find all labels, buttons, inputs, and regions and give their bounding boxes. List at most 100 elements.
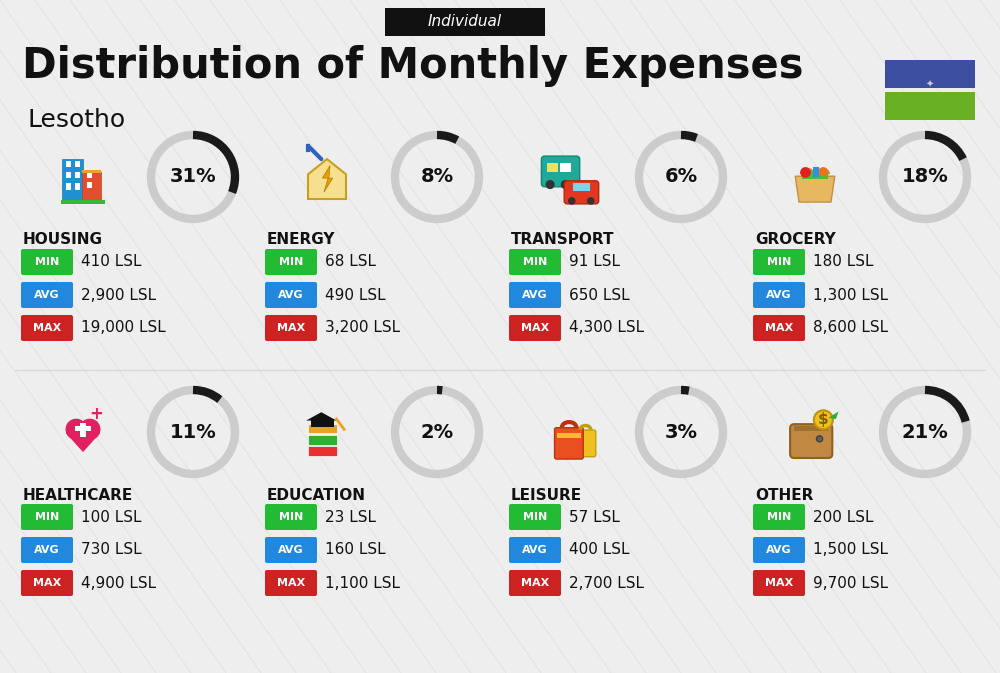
Text: MAX: MAX (277, 323, 305, 333)
Text: Individual: Individual (428, 15, 502, 30)
Text: 23 LSL: 23 LSL (325, 509, 376, 524)
Text: MIN: MIN (523, 512, 547, 522)
Text: AVG: AVG (766, 290, 792, 300)
FancyBboxPatch shape (265, 537, 317, 563)
Text: MAX: MAX (277, 578, 305, 588)
Circle shape (814, 411, 833, 429)
Text: MIN: MIN (279, 257, 303, 267)
Circle shape (817, 435, 823, 442)
FancyBboxPatch shape (61, 200, 105, 203)
FancyBboxPatch shape (794, 425, 828, 431)
Text: MIN: MIN (279, 512, 303, 522)
Text: ✦: ✦ (926, 80, 934, 90)
Text: 490 LSL: 490 LSL (325, 287, 386, 302)
FancyBboxPatch shape (75, 426, 91, 431)
Text: MIN: MIN (767, 257, 791, 267)
FancyBboxPatch shape (308, 446, 336, 456)
Text: MAX: MAX (521, 578, 549, 588)
Text: TRANSPORT: TRANSPORT (511, 232, 614, 248)
FancyBboxPatch shape (509, 570, 561, 596)
FancyBboxPatch shape (560, 164, 571, 172)
FancyBboxPatch shape (265, 249, 317, 275)
FancyBboxPatch shape (80, 423, 86, 437)
Text: $: $ (818, 413, 829, 427)
FancyBboxPatch shape (557, 433, 581, 438)
Text: HEALTHCARE: HEALTHCARE (23, 487, 133, 503)
Text: AVG: AVG (34, 545, 60, 555)
Text: 2,900 LSL: 2,900 LSL (81, 287, 156, 302)
Text: MIN: MIN (35, 512, 59, 522)
Circle shape (800, 167, 811, 178)
FancyBboxPatch shape (265, 570, 317, 596)
FancyBboxPatch shape (547, 164, 558, 172)
Text: AVG: AVG (766, 545, 792, 555)
FancyBboxPatch shape (802, 171, 828, 179)
Text: MAX: MAX (33, 578, 61, 588)
FancyBboxPatch shape (790, 424, 832, 458)
FancyBboxPatch shape (753, 315, 805, 341)
Polygon shape (308, 159, 346, 199)
Text: 3,200 LSL: 3,200 LSL (325, 320, 400, 336)
Text: AVG: AVG (34, 290, 60, 300)
Text: LEISURE: LEISURE (511, 487, 582, 503)
Text: 410 LSL: 410 LSL (81, 254, 142, 269)
FancyBboxPatch shape (753, 504, 805, 530)
Text: 100 LSL: 100 LSL (81, 509, 142, 524)
FancyBboxPatch shape (87, 182, 92, 188)
Text: 11%: 11% (170, 423, 216, 441)
FancyBboxPatch shape (308, 435, 336, 444)
Text: 160 LSL: 160 LSL (325, 542, 386, 557)
Text: OTHER: OTHER (755, 487, 813, 503)
Text: 4,900 LSL: 4,900 LSL (81, 575, 156, 590)
Polygon shape (795, 176, 835, 202)
Text: MIN: MIN (35, 257, 59, 267)
Text: 68 LSL: 68 LSL (325, 254, 376, 269)
Polygon shape (322, 166, 333, 192)
Polygon shape (828, 411, 839, 419)
FancyBboxPatch shape (75, 172, 80, 178)
Text: MAX: MAX (765, 578, 793, 588)
Text: 6%: 6% (664, 168, 698, 186)
Text: 18%: 18% (902, 168, 948, 186)
FancyBboxPatch shape (21, 504, 73, 530)
FancyBboxPatch shape (21, 315, 73, 341)
Text: 4,300 LSL: 4,300 LSL (569, 320, 644, 336)
Text: HOUSING: HOUSING (23, 232, 103, 248)
FancyBboxPatch shape (82, 172, 101, 201)
FancyBboxPatch shape (21, 570, 73, 596)
FancyBboxPatch shape (66, 184, 71, 190)
FancyBboxPatch shape (753, 249, 805, 275)
Text: 3%: 3% (664, 423, 698, 441)
Text: 730 LSL: 730 LSL (81, 542, 142, 557)
FancyBboxPatch shape (555, 427, 583, 459)
Polygon shape (306, 412, 336, 421)
FancyBboxPatch shape (265, 315, 317, 341)
FancyBboxPatch shape (509, 282, 561, 308)
Text: 8%: 8% (420, 168, 454, 186)
Text: AVG: AVG (278, 545, 304, 555)
Text: 31%: 31% (170, 168, 216, 186)
Text: 1,500 LSL: 1,500 LSL (813, 542, 888, 557)
FancyBboxPatch shape (21, 282, 73, 308)
Text: AVG: AVG (522, 290, 548, 300)
Polygon shape (66, 433, 100, 452)
Text: 1,100 LSL: 1,100 LSL (325, 575, 400, 590)
Text: 1,300 LSL: 1,300 LSL (813, 287, 888, 302)
Text: 9,700 LSL: 9,700 LSL (813, 575, 888, 590)
FancyBboxPatch shape (82, 170, 101, 173)
FancyBboxPatch shape (541, 156, 580, 187)
Text: 180 LSL: 180 LSL (813, 254, 874, 269)
Text: 19,000 LSL: 19,000 LSL (81, 320, 166, 336)
Circle shape (66, 419, 87, 440)
Text: EDUCATION: EDUCATION (267, 487, 366, 503)
Text: Distribution of Monthly Expenses: Distribution of Monthly Expenses (22, 45, 804, 87)
Text: MIN: MIN (523, 257, 547, 267)
Text: ENERGY: ENERGY (267, 232, 336, 248)
FancyBboxPatch shape (509, 537, 561, 563)
FancyBboxPatch shape (66, 161, 71, 167)
FancyBboxPatch shape (75, 184, 80, 190)
FancyBboxPatch shape (885, 60, 975, 88)
Text: GROCERY: GROCERY (755, 232, 836, 248)
FancyBboxPatch shape (21, 249, 73, 275)
FancyBboxPatch shape (753, 537, 805, 563)
